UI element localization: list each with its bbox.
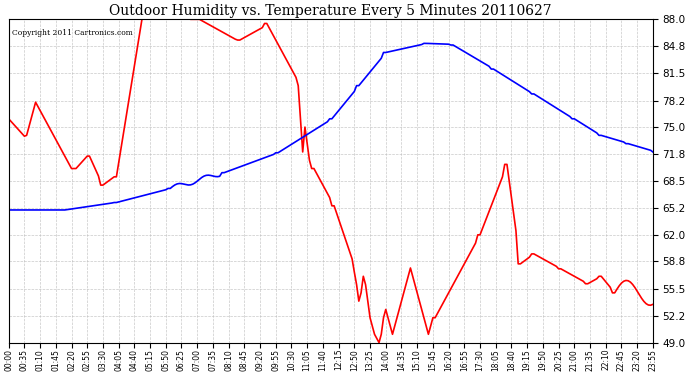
- Text: Copyright 2011 Cartronics.com: Copyright 2011 Cartronics.com: [12, 29, 132, 37]
- Title: Outdoor Humidity vs. Temperature Every 5 Minutes 20110627: Outdoor Humidity vs. Temperature Every 5…: [110, 4, 552, 18]
